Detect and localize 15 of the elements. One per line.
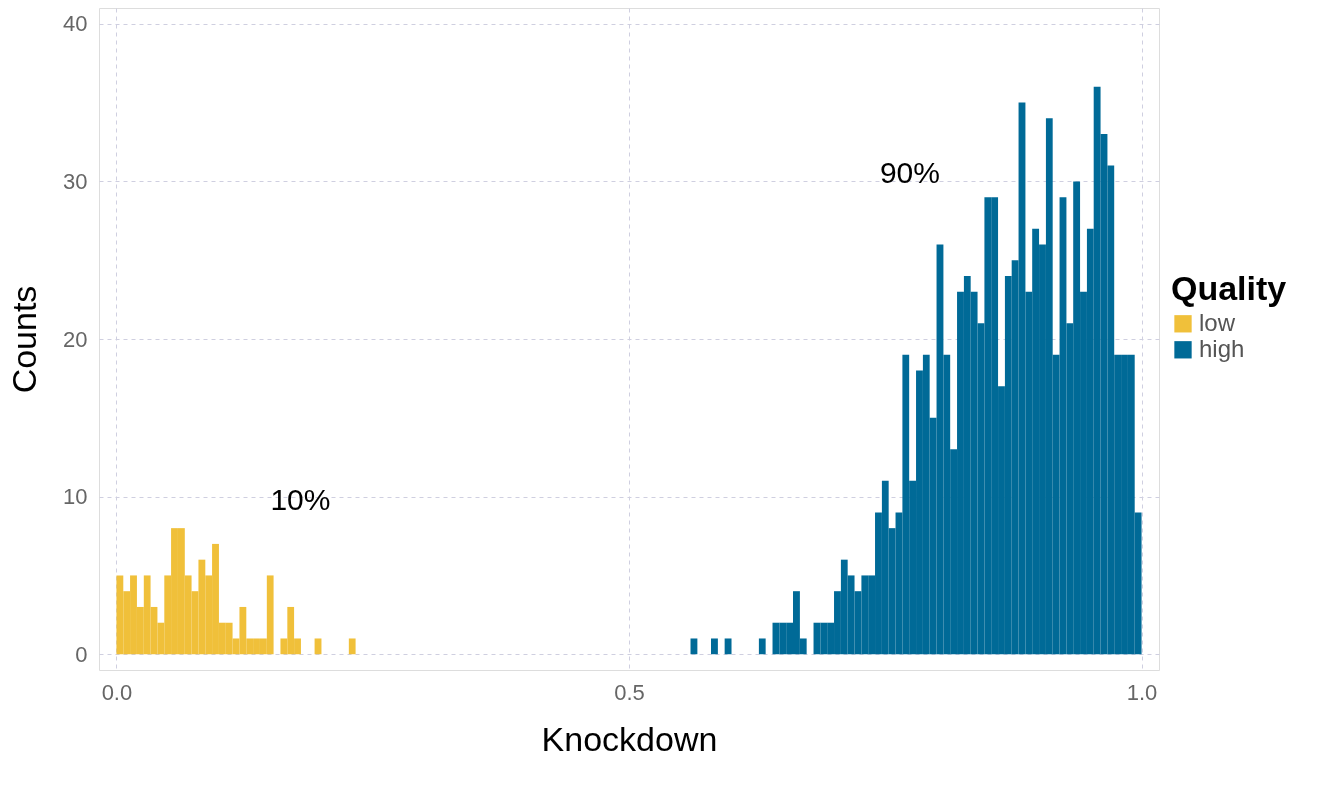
y-tick-label: 40 <box>63 11 88 37</box>
x-axis-title: Knockdown <box>541 719 718 758</box>
y-tick-label: 10 <box>63 484 88 510</box>
x-tick-label: 1.0 <box>1126 679 1158 705</box>
y-tick-label: 20 <box>63 326 88 352</box>
legend-title: Quality <box>1171 268 1287 307</box>
annotation: 10% <box>270 483 331 517</box>
y-tick-label: 0 <box>75 641 88 667</box>
y-tick-label: 30 <box>63 168 88 194</box>
legend-label: low <box>1199 308 1236 336</box>
annotation: 90% <box>879 155 940 189</box>
x-tick-label: 0.0 <box>101 679 133 705</box>
y-axis-title: Counts <box>5 285 44 394</box>
legend-label: high <box>1199 334 1245 362</box>
x-tick-label: 0.5 <box>614 679 645 705</box>
